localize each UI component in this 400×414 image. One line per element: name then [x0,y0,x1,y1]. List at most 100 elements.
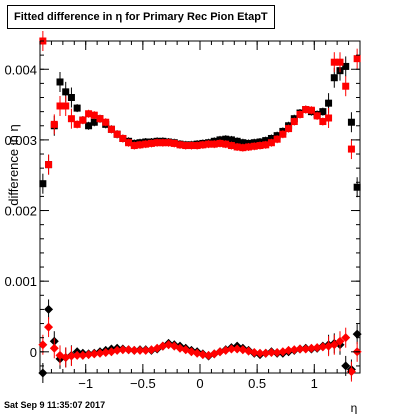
data-point-red-square [147,139,155,147]
data-point-red-square [193,142,201,150]
data-point-red-square [210,140,218,148]
data-point-black-square [73,104,81,112]
data-point-red-square [79,116,87,124]
data-point-black-square [330,74,338,82]
data-point-red-square [159,139,167,147]
data-point-red-square [227,142,235,150]
data-point-red-square [325,114,333,122]
data-point-red-square [273,135,281,143]
data-point-red-square [165,139,173,147]
y-tick-label: 0.002 [4,204,37,219]
data-markers [38,31,362,383]
data-point-red-diamond [289,345,299,355]
data-point-red-square [199,141,207,149]
data-point-red-diamond [118,345,128,355]
data-point-red-diamond [261,348,271,358]
x-tick-label: 0 [196,376,203,391]
data-point-red-diamond [346,367,356,377]
y-tick-label: 0.001 [4,274,37,289]
data-point-black-square [233,137,241,145]
data-point-red-square [50,120,58,128]
data-point-black-diamond [44,304,54,314]
data-point-red-diamond [38,340,48,350]
data-point-red-square [85,110,93,118]
data-point-red-square [125,139,133,147]
data-point-red-diamond [232,344,242,354]
data-point-red-diamond [101,348,111,358]
data-point-red-square [222,140,230,148]
chart-title: Fitted difference in η for Primary Rec P… [14,11,268,23]
data-point-black-square [347,118,355,126]
data-point-red-diamond [89,349,99,359]
data-point-black-square [262,137,270,145]
data-point-red-square [285,125,293,133]
data-point-black-square [239,139,247,147]
data-point-red-diamond [341,333,351,343]
data-point-red-square [342,82,350,90]
data-point-black-square [39,180,47,188]
data-point-black-square [56,78,64,86]
data-point-red-square [153,139,161,147]
data-point-black-square [222,135,230,143]
timestamp: Sat Sep 9 11:35:07 2017 [4,400,106,410]
data-point-red-square [96,115,104,123]
data-point-red-square [279,130,287,138]
data-point-red-square [170,139,178,147]
data-point-red-diamond [226,344,236,354]
data-point-black-square [319,108,327,116]
data-point-red-diamond [306,343,316,353]
data-point-red-square [302,106,310,114]
data-point-red-square [296,110,304,118]
data-point-red-square [262,141,270,149]
x-tick-label: 0.5 [248,376,266,391]
data-point-red-diamond [318,342,328,352]
data-point-black-square [62,88,70,96]
data-point-red-diamond [141,345,151,355]
data-point-red-diamond [66,351,76,361]
data-point-red-diamond [44,322,54,332]
data-point-red-diamond [129,345,139,355]
data-point-red-square [353,55,361,63]
data-point-black-square [342,62,350,70]
data-point-black-square [90,118,98,126]
x-tick-label: 1 [311,376,318,391]
data-point-red-diamond [266,348,276,358]
data-point-red-square [182,142,190,150]
data-point-red-square [73,120,81,128]
data-point-black-square [267,134,275,142]
data-point-red-square [256,142,264,150]
data-point-red-square [187,142,195,150]
data-point-black-square [325,99,333,107]
x-tick-label: −0.5 [130,376,156,391]
data-point-red-diamond [135,345,145,355]
data-point-red-diamond [301,344,311,354]
data-point-red-square [313,112,321,120]
data-point-red-diamond [312,343,322,353]
data-point-red-diamond [49,343,59,353]
data-point-red-square [45,161,53,169]
data-point-red-square [136,141,144,149]
data-point-red-square [330,58,338,66]
data-point-red-diamond [284,345,294,355]
data-point-red-square [290,118,298,126]
data-point-red-square [130,142,138,150]
data-point-black-square [85,122,93,130]
data-point-black-square [353,183,361,191]
data-point-red-diamond [72,350,82,360]
data-point-red-diamond [329,340,339,350]
data-point-red-square [142,140,150,148]
data-point-red-square [176,141,184,149]
data-point-red-diamond [198,350,208,360]
data-point-red-square [336,58,344,66]
x-tick-label: −1 [78,376,93,391]
y-tick-label: 0.003 [4,133,37,148]
x-axis-label: η [351,401,358,414]
data-point-red-square [267,139,275,147]
data-point-red-diamond [295,344,305,354]
plot-frame [39,40,361,374]
data-point-black-diamond [341,361,351,371]
data-point-red-square [319,118,327,126]
data-point-red-square [245,143,253,151]
data-point-red-square [347,145,355,153]
